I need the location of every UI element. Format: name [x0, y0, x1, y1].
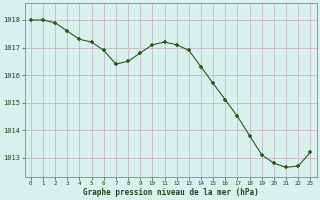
X-axis label: Graphe pression niveau de la mer (hPa): Graphe pression niveau de la mer (hPa) — [83, 188, 259, 197]
